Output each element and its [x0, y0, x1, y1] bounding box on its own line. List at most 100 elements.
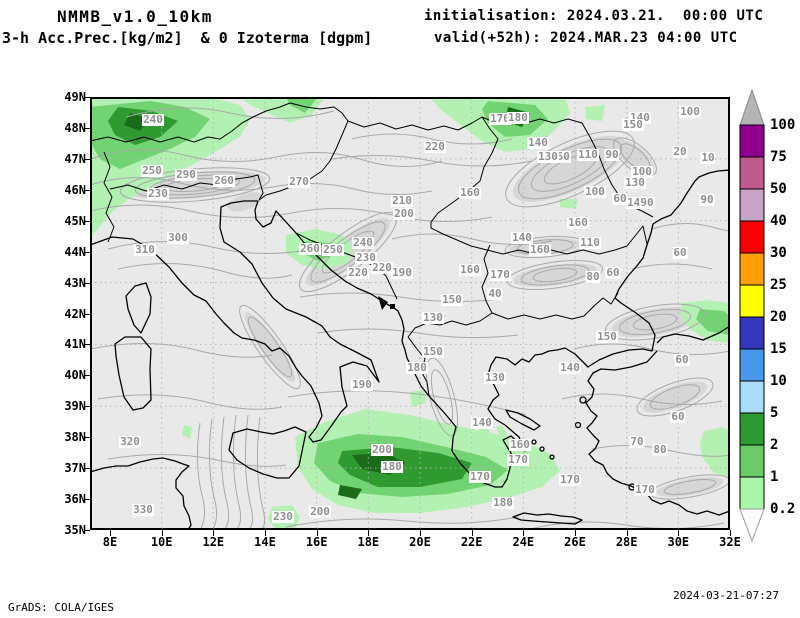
lon-label: 32E [719, 535, 741, 549]
contour-label: 150 [596, 330, 618, 343]
contour-label: 10 [700, 151, 716, 164]
colorbar-band [739, 124, 765, 158]
lat-label: 45N [64, 213, 86, 228]
lat-label: 48N [64, 120, 86, 135]
contour-label: 110 [577, 148, 599, 161]
contour-label: 220 [347, 266, 369, 279]
lat-tick [84, 220, 90, 222]
colorbar-legend: 100 75 50 40 30 25 20 15 10 5 2 1 0.2 [738, 88, 800, 552]
lat-tick [84, 127, 90, 129]
contour-label: 140 [511, 231, 533, 244]
contour-label: 220 [424, 140, 446, 153]
contour-label: 170 [489, 268, 511, 281]
lon-label: 24E [512, 535, 535, 549]
contour-label: 160 [459, 186, 481, 199]
lat-label: 44N [64, 244, 86, 259]
colorbar-band [739, 412, 765, 446]
lat-tick [84, 499, 90, 501]
contour-label: 170 [634, 483, 656, 496]
lat-tick [84, 530, 90, 532]
grads-credit: GrADS: COLA/IGES [8, 601, 114, 614]
contour-label: 200 [309, 505, 331, 518]
contour-label: 300 [167, 231, 189, 244]
lon-tick [161, 530, 163, 536]
contour-label: 310 [134, 243, 156, 256]
lon-tick [213, 530, 215, 536]
contour-label: 170 [489, 112, 511, 125]
lon-tick [316, 530, 318, 536]
lat-tick [84, 251, 90, 253]
lon-tick [575, 530, 576, 536]
contour-label: 90 [639, 196, 655, 209]
lon-tick [523, 530, 525, 536]
init-time: initialisation: 2024.03.21. 00:00 UTC [424, 8, 764, 24]
lon-label: 28E [615, 535, 638, 549]
contour-label: 140 [471, 416, 493, 429]
contour-label: 240 [352, 236, 374, 249]
lat-tick [84, 97, 90, 98]
contour-label: 140 [527, 136, 549, 149]
contour-label: 180 [492, 496, 514, 509]
contour-label: 60 [612, 192, 628, 205]
lon-label: 30E [667, 535, 690, 549]
station-marker [378, 296, 395, 310]
contour-label: 180 [507, 111, 529, 124]
colorbar-level-label: 10 [770, 373, 787, 389]
contour-label: 90 [604, 148, 620, 161]
contour-label: 110 [579, 236, 601, 249]
lon-tick [471, 530, 473, 536]
lat-tick [84, 313, 90, 315]
lon-tick [265, 530, 266, 536]
colorbar-band [739, 444, 765, 478]
map-canvas: 240 250 290 260 230 270 300 310 260 250 240 230 220 3… [90, 97, 730, 530]
lat-tick [84, 189, 90, 191]
lat-label: 49N [64, 90, 86, 104]
colorbar-band [739, 252, 765, 286]
contour-label: 230 [272, 510, 294, 523]
contour-label: 150 [622, 118, 644, 131]
contour-label: 230 [147, 187, 169, 200]
colorbar-graphics [739, 88, 765, 543]
model-title: NMMB_v1.0_10km [57, 7, 213, 26]
colorbar-band [739, 284, 765, 318]
contour-label: 90 [699, 193, 715, 206]
colorbar-level-label: 30 [770, 245, 787, 261]
colorbar-level-label: 100 [770, 117, 796, 133]
lat-tick [84, 158, 90, 160]
colorbar-band [739, 348, 765, 382]
contour-label: 100 [679, 105, 701, 118]
colorbar-level-label: 20 [770, 309, 787, 325]
contour-label: 100 [584, 185, 606, 198]
colorbar-band [739, 476, 765, 510]
contour-label: 150 [441, 293, 463, 306]
contour-label: 130 [537, 150, 559, 163]
contour-label: 80 [585, 270, 601, 283]
contour-label: 230 [355, 251, 377, 264]
colorbar-level-label: 2 [770, 437, 779, 453]
lon-label: 26E [564, 535, 586, 549]
contour-label: 60 [672, 246, 688, 259]
contour-label: 160 [459, 263, 481, 276]
contour-label: 240 [142, 113, 164, 126]
lat-label: 43N [64, 275, 86, 290]
contour-label: 160 [509, 438, 531, 451]
contour-label: 290 [175, 168, 197, 181]
colorbar-band [739, 156, 765, 190]
lat-label: 37N [64, 461, 86, 476]
colorbar-band [739, 188, 765, 222]
contour-label: 250 [322, 243, 344, 256]
lon-label: 20E [409, 535, 431, 549]
contour-label: 150 [422, 345, 444, 358]
contour-label: 20 [672, 145, 688, 158]
contour-label: 160 [529, 243, 551, 256]
coastlines [92, 169, 728, 528]
contour-label: 170 [507, 453, 529, 466]
lon-label: 10E [150, 535, 173, 549]
colorbar-band [739, 316, 765, 350]
contour-label: 100 [631, 165, 653, 178]
colorbar-level-label: 15 [770, 341, 787, 357]
lat-label: 40N [64, 368, 86, 383]
lon-tick [368, 530, 370, 536]
lon-tick [110, 530, 111, 536]
